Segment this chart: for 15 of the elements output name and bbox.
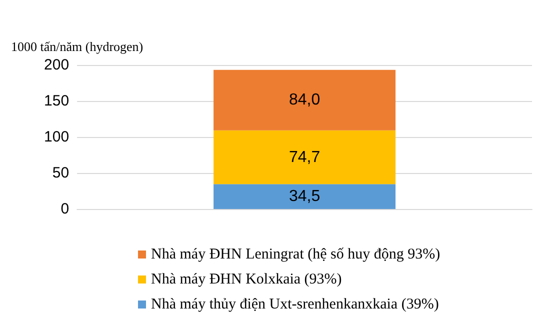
y-tick-label: 50 [52,164,70,182]
y-tick-label: 200 [44,56,70,74]
bar [214,184,396,209]
data-label: 84,0 [288,92,320,109]
y-axis-title: 1000 tấn/năm (hydrogen) [10,39,144,54]
data-label: 34,5 [288,188,320,206]
legend-label: Nhà máy ĐHN Leningrat (hệ số huy động 93%) [151,246,440,262]
bar [214,70,396,130]
bar [214,130,396,184]
legend-label: Nhà máy ĐHN Kolxkaia (93%) [151,272,342,288]
y-tick-label: 0 [60,200,70,218]
legend-label: Nhà máy thủy điện Uxt-srenhenkanxkaia (39%) [151,296,439,312]
data-label: 74,7 [288,148,320,166]
y-tick-label: 150 [44,92,70,110]
y-tick-label: 100 [44,128,70,146]
